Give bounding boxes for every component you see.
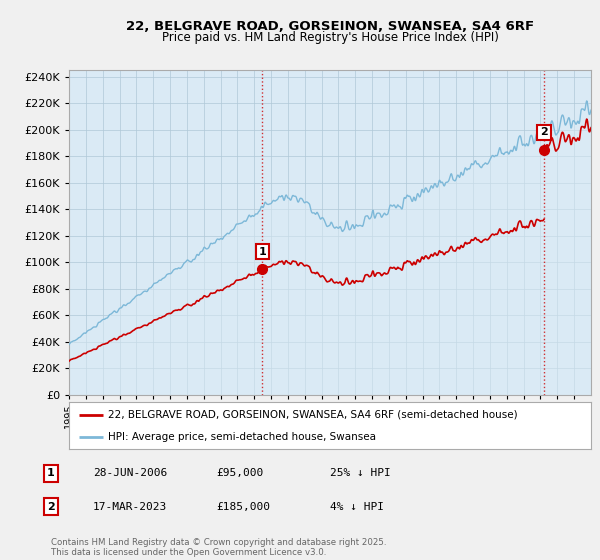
- Text: Price paid vs. HM Land Registry's House Price Index (HPI): Price paid vs. HM Land Registry's House …: [161, 31, 499, 44]
- Text: 2: 2: [540, 127, 548, 137]
- Text: £95,000: £95,000: [216, 468, 263, 478]
- Text: Contains HM Land Registry data © Crown copyright and database right 2025.
This d: Contains HM Land Registry data © Crown c…: [51, 538, 386, 557]
- Text: 22, BELGRAVE ROAD, GORSEINON, SWANSEA, SA4 6RF: 22, BELGRAVE ROAD, GORSEINON, SWANSEA, S…: [126, 20, 534, 32]
- Text: 1: 1: [47, 468, 55, 478]
- Text: 4% ↓ HPI: 4% ↓ HPI: [330, 502, 384, 512]
- Text: £185,000: £185,000: [216, 502, 270, 512]
- Text: 2: 2: [47, 502, 55, 512]
- Text: HPI: Average price, semi-detached house, Swansea: HPI: Average price, semi-detached house,…: [108, 432, 376, 442]
- Text: 25% ↓ HPI: 25% ↓ HPI: [330, 468, 391, 478]
- Text: 28-JUN-2006: 28-JUN-2006: [93, 468, 167, 478]
- Text: 1: 1: [259, 246, 266, 256]
- Text: 17-MAR-2023: 17-MAR-2023: [93, 502, 167, 512]
- Text: 22, BELGRAVE ROAD, GORSEINON, SWANSEA, SA4 6RF (semi-detached house): 22, BELGRAVE ROAD, GORSEINON, SWANSEA, S…: [108, 410, 518, 420]
